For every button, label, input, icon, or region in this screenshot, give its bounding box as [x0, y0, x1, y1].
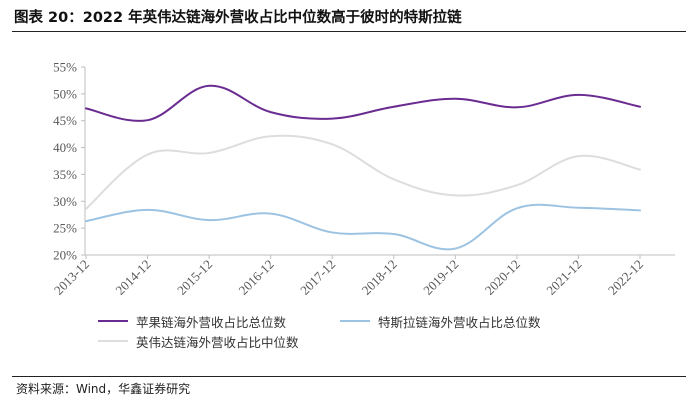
x-tick-label: 2022-12 [605, 257, 646, 298]
x-tick-label: 2016-12 [236, 257, 277, 298]
y-tick-label: 45% [53, 113, 77, 128]
chart-legend: 苹果链海外营收占比总位数 特斯拉链海外营收占比总位数 英伟达链海外营收占比中位数 [98, 312, 678, 358]
y-tick-label: 25% [53, 221, 77, 236]
x-tick-label: 2014-12 [112, 257, 153, 298]
x-tick-label: 2018-12 [359, 257, 400, 298]
legend-item-series-2: 英伟达链海外营收占比中位数 [98, 332, 299, 350]
legend-item-series-1: 特斯拉链海外营收占比总位数 [340, 312, 541, 330]
y-tick-label: 20% [53, 248, 77, 263]
chart-axes [81, 66, 675, 259]
legend-swatch-series-0 [98, 320, 128, 322]
x-tick-label: 2020-12 [482, 257, 523, 298]
series-line-2 [85, 134, 641, 210]
y-tick-label: 30% [53, 194, 77, 209]
x-tick-label: 2019-12 [420, 257, 461, 298]
series-line-1 [85, 203, 641, 251]
source-note: 资料来源：Wind，华鑫证券研究 [16, 382, 191, 396]
legend-label-series-0: 苹果链海外营收占比总位数 [136, 314, 287, 330]
x-tick-label: 2013-12 [51, 257, 92, 298]
title-divider [12, 31, 686, 32]
legend-item-series-0: 苹果链海外营收占比总位数 [98, 312, 286, 330]
legend-swatch-series-1 [340, 320, 370, 322]
y-tick-label: 40% [53, 140, 77, 155]
y-tick-label: 55% [53, 60, 77, 75]
figure-title: 图表 20：2022 年英伟达链海外营收占比中位数高于彼时的特斯拉链 [14, 10, 462, 26]
series-line-0 [85, 84, 641, 122]
chart-tick-labels: 20% 25% 30% 35% 40% 45% 50% 55% 2013-12 2014-12 20… [51, 60, 646, 298]
x-tick-label: 2015-12 [174, 257, 215, 298]
y-tick-label: 50% [53, 86, 77, 101]
x-tick-label: 2017-12 [297, 257, 338, 298]
legend-label-series-1: 特斯拉链海外营收占比总位数 [378, 314, 541, 330]
x-tick-label: 2021-12 [543, 257, 584, 298]
footer-divider [12, 376, 686, 377]
y-tick-label: 35% [53, 167, 77, 182]
legend-label-series-2: 英伟达链海外营收占比中位数 [136, 334, 299, 350]
line-chart: 20% 25% 30% 35% 40% 45% 50% 55% 2013-12 2014-12 20… [51, 60, 675, 298]
chart-series [85, 84, 641, 251]
legend-swatch-series-2 [98, 340, 128, 342]
